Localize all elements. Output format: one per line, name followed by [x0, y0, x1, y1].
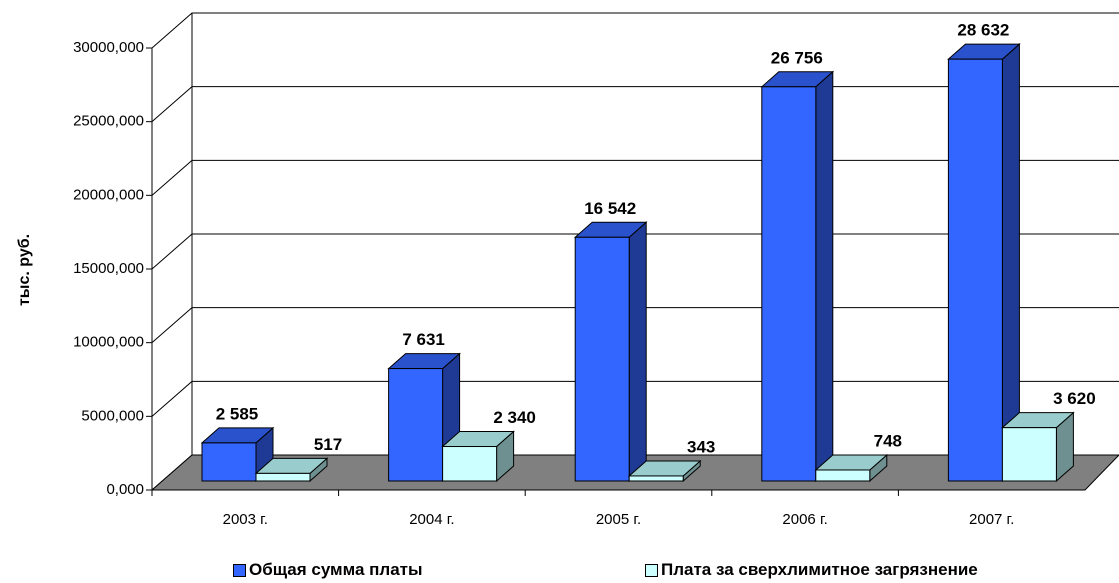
bar [815, 469, 871, 482]
value-label: 517 [314, 435, 342, 454]
bar [388, 368, 444, 482]
x-tick-label: 2004 г. [409, 511, 454, 528]
x-tick-label: 2006 г. [782, 511, 827, 528]
value-label: 16 542 [584, 199, 636, 218]
bar [1001, 427, 1057, 482]
value-label: 343 [687, 437, 715, 456]
value-label: 3 620 [1053, 389, 1096, 408]
y-axis-title: тыс. руб. [16, 234, 33, 306]
value-label: 28 632 [957, 21, 1009, 40]
legend-item: Плата за сверхлимитное загрязнение [645, 560, 978, 580]
legend: Общая сумма платы Плата за сверхлимитное … [0, 560, 1119, 582]
value-label: 2 340 [493, 408, 536, 427]
y-tick-label: 0,000 [106, 481, 144, 498]
bar [442, 446, 498, 482]
x-tick-label: 2007 г. [969, 511, 1014, 528]
value-label: 7 631 [402, 330, 445, 349]
legend-label: Общая сумма платы [249, 560, 423, 579]
bar [574, 236, 630, 482]
bar [628, 475, 684, 482]
x-tick-label: 2005 г. [596, 511, 641, 528]
y-tick-label: 25000,000 [73, 113, 144, 130]
y-tick-label: 15000,000 [73, 260, 144, 277]
legend-swatch [233, 563, 246, 577]
y-tick-label: 20000,000 [73, 186, 144, 203]
bar [947, 58, 1003, 482]
bar [255, 472, 311, 482]
bar [201, 442, 257, 482]
bar-side [815, 70, 834, 483]
bar [761, 86, 817, 482]
legend-label: Плата за сверхлимитное загрязнение [661, 560, 978, 579]
legend-item: Общая сумма платы [233, 560, 423, 580]
bar-side [628, 221, 647, 483]
chart: тыс. руб. 0,000 5000,000 10000,000 15000,00… [16, 12, 1119, 528]
y-tick-label: 30000,000 [73, 39, 144, 56]
value-label: 2 585 [216, 404, 259, 423]
y-tick-label: 10000,000 [73, 334, 144, 351]
value-label: 748 [874, 431, 902, 450]
value-label: 26 756 [771, 48, 823, 67]
grid-line [151, 12, 1119, 49]
legend-swatch [645, 563, 658, 577]
x-tick-label: 2003 г. [223, 511, 268, 528]
y-tick-label: 5000,000 [81, 407, 144, 424]
